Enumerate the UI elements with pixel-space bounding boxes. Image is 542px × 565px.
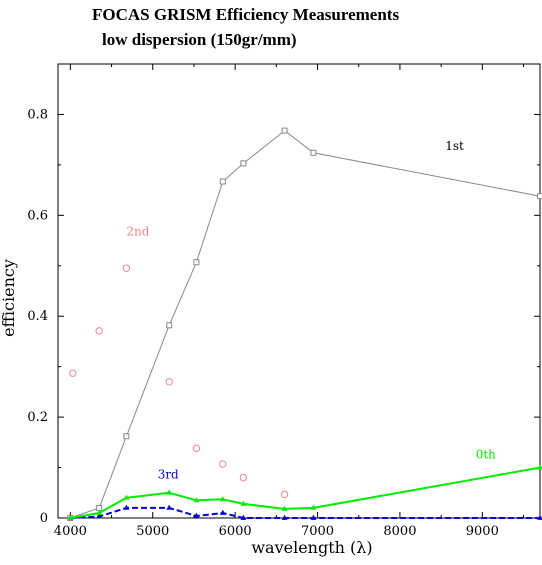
series-1st-point: [124, 434, 129, 439]
series-1st-point: [220, 179, 225, 184]
series-layer: 1st 2nd 3rd 0th: [68, 128, 542, 520]
series-1st-point: [194, 260, 199, 265]
y-tick-label: 0.2: [27, 410, 48, 425]
y-tick-label: 0.8: [27, 107, 48, 122]
series-label-0th: 0th: [476, 447, 496, 461]
series-0th-line: [70, 468, 540, 518]
x-tick-label: 7000: [301, 524, 334, 539]
series-1st-point: [311, 150, 316, 155]
series-1st-point: [241, 161, 246, 166]
series-1st-point: [282, 128, 287, 133]
series-2nd-point: [281, 491, 287, 497]
series-1st-line: [70, 131, 540, 518]
x-tick-label: 4000: [54, 524, 87, 539]
series-2nd: 2nd: [70, 225, 288, 498]
series-label-1st: 1st: [445, 139, 464, 153]
series-3rd-line: [70, 508, 540, 518]
series-1st: 1st: [68, 128, 542, 520]
series-1st-point: [538, 194, 542, 199]
series-2nd-point: [240, 474, 246, 480]
x-tick-label: 9000: [466, 524, 499, 539]
axes: 4000 5000 6000 7000 8000 9000 0 0.2 0.4 0.6 0.8: [27, 64, 540, 539]
y-tick-label: 0: [40, 511, 48, 526]
series-2nd-point: [96, 328, 102, 334]
chart-subtitle: low dispersion (150gr/mm): [102, 30, 297, 49]
x-tick-label: 5000: [136, 524, 169, 539]
series-2nd-point: [123, 265, 129, 271]
series-3rd: 3rd: [68, 468, 542, 520]
plot-frame: [58, 64, 540, 518]
y-tick-label: 0.4: [27, 309, 48, 324]
y-axis-label: efficiency: [0, 259, 18, 337]
x-axis-label: wavelength (λ): [251, 538, 372, 557]
series-0th: 0th: [68, 447, 542, 519]
x-tick-label: 8000: [383, 524, 416, 539]
x-tick-label: 6000: [219, 524, 252, 539]
series-2nd-point: [70, 370, 76, 376]
chart-title: FOCAS GRISM Efficiency Measurements: [92, 5, 399, 24]
series-label-3rd: 3rd: [158, 468, 179, 482]
series-2nd-point: [193, 445, 199, 451]
series-1st-point: [97, 505, 102, 510]
series-label-2nd: 2nd: [126, 225, 149, 239]
series-1st-point: [167, 323, 172, 328]
series-2nd-point: [166, 379, 172, 385]
series-2nd-point: [220, 461, 226, 467]
y-tick-label: 0.6: [27, 208, 48, 223]
